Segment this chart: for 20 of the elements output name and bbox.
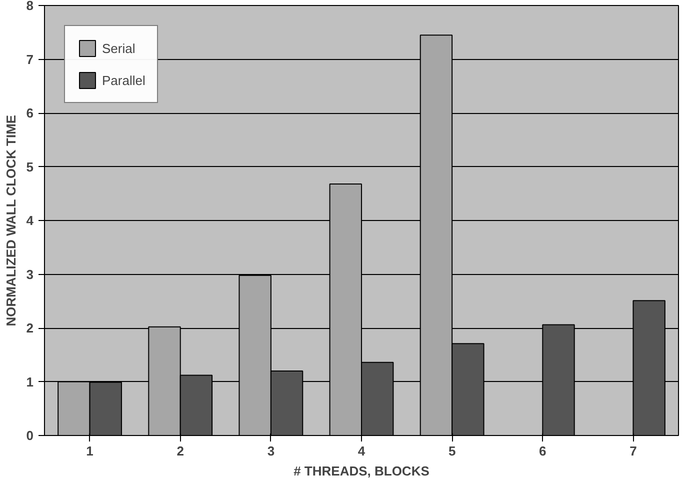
x-axis-title: # THREADS, BLOCKS (294, 464, 430, 478)
x-tick-label: 4 (358, 444, 366, 458)
y-tick-label: 5 (26, 159, 34, 174)
legend-label: Parallel (102, 72, 146, 88)
x-tick-label: 7 (630, 444, 637, 458)
y-tick-label: 7 (26, 52, 34, 67)
y-tick-label: 4 (26, 213, 34, 228)
y-tick-label: 2 (26, 320, 34, 336)
x-tick-label: 2 (176, 444, 184, 458)
legend-label: Serial (102, 40, 136, 56)
y-tick-label: 8 (26, 0, 34, 13)
y-axis-title: NORMALIZED WALL CLOCK TIME (3, 114, 18, 326)
y-tick-label: 0 (26, 428, 34, 443)
x-tick-label: 3 (267, 444, 275, 458)
x-tick-label: 5 (448, 444, 456, 458)
x-tick-label: 1 (86, 444, 94, 458)
y-tick-label: 1 (26, 374, 34, 390)
y-tick-label: 3 (26, 266, 34, 282)
y-tick-label: 6 (26, 106, 34, 120)
x-tick-label: 6 (539, 444, 546, 458)
